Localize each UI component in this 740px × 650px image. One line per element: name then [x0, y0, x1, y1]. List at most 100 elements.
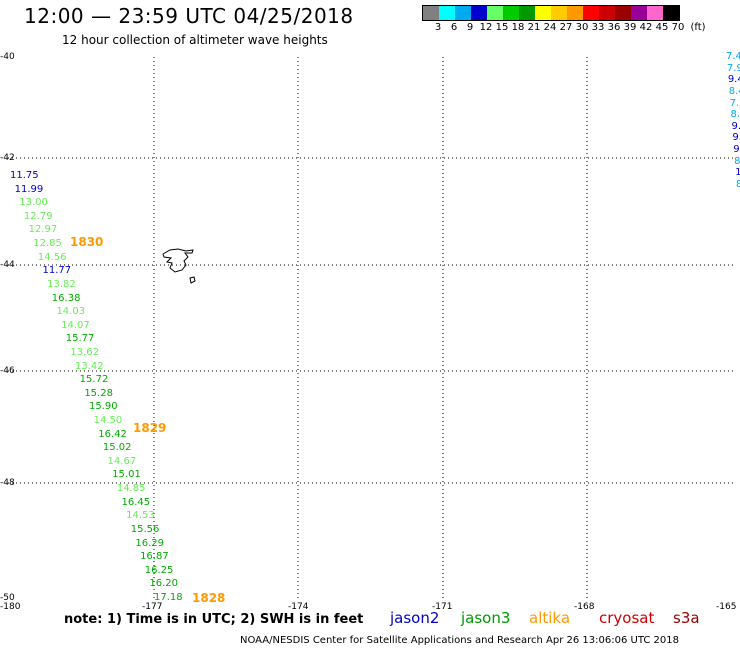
time-label: 1829 — [133, 421, 167, 435]
colorbar-label: 21 — [527, 22, 541, 33]
colorbar-swatch — [519, 6, 535, 20]
wave-height-value: 12.79 — [23, 210, 53, 222]
wave-height-value: 14.67 — [107, 455, 137, 467]
colorbar-swatch — [455, 6, 471, 20]
right-edge-value: 10 — [735, 167, 740, 179]
wave-height-value: 16.25 — [144, 564, 174, 576]
colorbar-swatch — [567, 6, 583, 20]
note-text: note: 1) Time is in UTC; 2) SWH is in fe… — [64, 612, 364, 627]
wave-height-value: 11.99 — [14, 183, 44, 195]
right-edge-value: 9. — [731, 120, 740, 132]
satellite-legend-jason3: jason3 — [461, 609, 511, 627]
colorbar-swatch — [599, 6, 615, 20]
latitude-label: -44 — [0, 260, 15, 270]
colorbar-label: 6 — [450, 22, 458, 33]
satellite-legend-cryosat: cryosat — [599, 609, 655, 627]
right-edge-value: 9 — [733, 144, 740, 156]
latitude-label: -42 — [0, 153, 15, 163]
latitude-label: -50 — [0, 593, 15, 603]
wave-height-value: 16.45 — [121, 496, 151, 508]
right-edge-value: 7.9 — [726, 62, 740, 74]
wave-height-value: 15.77 — [65, 333, 95, 345]
wave-height-value: 11.77 — [42, 265, 72, 277]
colorbar-label: 42 — [639, 22, 653, 33]
colorbar-labels: 3 6 9 12 15 18 21 24 27 30 33 36 39 42 45 70 (ft) — [422, 0, 740, 40]
wave-height-value: 11.75 — [10, 170, 39, 181]
time-label: 1828 — [192, 591, 226, 605]
island-islet — [189, 276, 196, 284]
latitude-label: -40 — [0, 52, 15, 62]
wave-height-value: 16.29 — [135, 537, 165, 549]
wave-height-value: 15.90 — [88, 401, 118, 413]
colorbar-swatch — [503, 6, 519, 20]
wave-height-value: 12.97 — [28, 224, 58, 236]
right-edge-value: 9.4 — [727, 74, 740, 86]
colorbar-label: 3 — [434, 22, 442, 33]
right-edge-value: 9. — [732, 132, 740, 144]
colorbar-label: 15 — [495, 22, 509, 33]
right-edge-value: 8 — [736, 179, 740, 190]
wave-height-value: 15.72 — [79, 374, 109, 386]
colorbar-swatch — [439, 6, 455, 20]
wave-height-value: 16.42 — [98, 428, 127, 440]
right-edge-value: 7.2 — [729, 97, 740, 109]
colorbar-label: 9 — [466, 22, 474, 33]
colorbar-swatch — [647, 6, 663, 20]
colorbar-swatch — [615, 6, 631, 20]
wave-height-value: 15.28 — [84, 387, 113, 399]
satellite-legend-s3a: s3a — [673, 609, 700, 627]
colorbar-swatch — [663, 6, 679, 20]
wave-height-value: 13.62 — [70, 346, 100, 358]
graticule — [8, 57, 733, 598]
right-edge-value: 8.4 — [728, 85, 740, 97]
satellite-legend-jason2: jason2 — [390, 609, 440, 627]
wave-height-value: 14.56 — [37, 251, 67, 263]
colorbar-swatch — [487, 6, 503, 20]
colorbar-label: 18 — [511, 22, 525, 33]
colorbar-label: 33 — [591, 22, 605, 33]
wave-height-value: 16.87 — [140, 551, 169, 563]
wave-height-value: 14.53 — [126, 510, 155, 522]
colorbar-label: 39 — [623, 22, 637, 33]
map-title: 12:00 — 23:59 UTC 04/25/2018 — [24, 4, 354, 28]
colorbar-label: (ft) — [690, 22, 706, 33]
longitude-label: -165 — [716, 602, 737, 612]
wave-height-value: 14.03 — [56, 306, 86, 318]
latitude-label: -48 — [0, 478, 15, 488]
wave-height-value: 15.01 — [112, 469, 141, 481]
satellite-legend-altika: altika — [529, 609, 571, 627]
wave-height-value: 14.85 — [116, 483, 146, 495]
wave-height-value: 17.18 — [154, 592, 183, 603]
colorbar-swatch — [423, 6, 439, 20]
colorbar-swatch — [535, 6, 551, 20]
wave-height-value: 14.50 — [93, 415, 123, 427]
right-edge-value: 7.4 — [726, 51, 740, 62]
time-label: 1830 — [70, 235, 104, 249]
map-subtitle: 12 hour collection of altimeter wave hei… — [62, 33, 328, 47]
wave-height-value: 14.07 — [61, 319, 90, 331]
longitude-label: -177 — [142, 602, 163, 612]
wave-height-value: 15.56 — [130, 523, 160, 535]
colorbar-swatch — [471, 6, 487, 20]
wave-height-value: 15.02 — [102, 442, 132, 454]
right-edge-value: 8. — [730, 109, 740, 121]
colorbar-swatch — [551, 6, 567, 20]
colorbar-label: 27 — [559, 22, 573, 33]
island-outline — [162, 248, 196, 284]
colorbar — [422, 5, 680, 21]
island-coastline — [162, 248, 194, 273]
colorbar-swatch — [631, 6, 647, 20]
colorbar-swatch — [583, 6, 599, 20]
wave-height-value: 16.38 — [51, 292, 81, 304]
colorbar-label: 30 — [575, 22, 589, 33]
colorbar-label: 36 — [607, 22, 621, 33]
longitude-label: -171 — [432, 602, 453, 612]
wave-height-value: 13.00 — [19, 197, 48, 209]
longitude-label: -180 — [0, 602, 21, 612]
longitude-label: -174 — [288, 602, 309, 612]
right-edge-value: 8 — [734, 155, 740, 167]
colorbar-label: 12 — [479, 22, 493, 33]
colorbar-label: 70 — [671, 22, 685, 33]
longitude-label: -168 — [574, 602, 595, 612]
